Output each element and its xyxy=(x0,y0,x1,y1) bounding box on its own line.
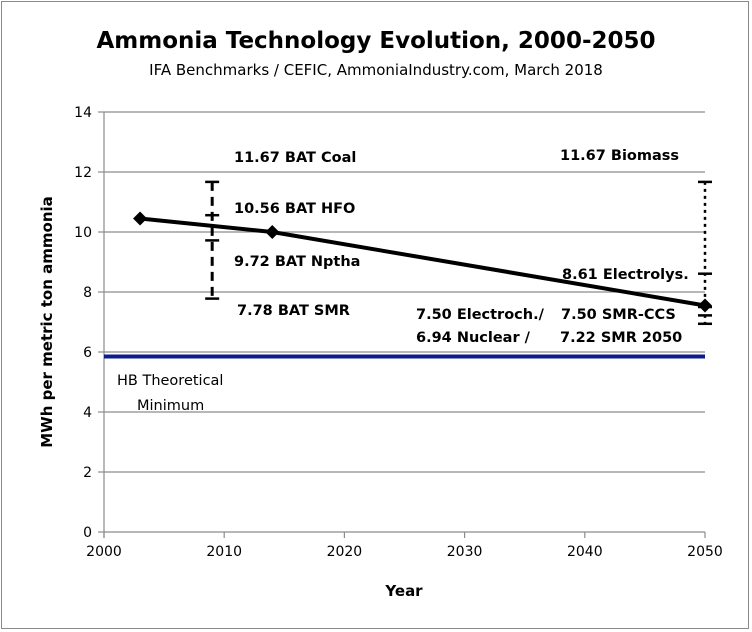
x-tick-label: 2040 xyxy=(567,544,603,560)
chart-title: Ammonia Technology Evolution, 2000-2050 xyxy=(96,28,656,54)
reference-label-line1: HB Theoretical xyxy=(117,373,223,389)
data-point-marker xyxy=(698,298,712,313)
x-tick-label: 2020 xyxy=(327,544,363,560)
y-tick-label: 0 xyxy=(83,525,92,541)
annotation-smr-ccs: 7.50 SMR-CCS xyxy=(561,307,676,323)
y-tick-label: 4 xyxy=(83,405,92,421)
x-axis-label: Year xyxy=(384,582,423,600)
annotation-bat-hfo: 10.56 BAT HFO xyxy=(234,201,355,217)
data-point-marker xyxy=(265,225,280,239)
annotation-nuclear: 6.94 Nuclear / xyxy=(416,330,531,346)
y-tick-label: 12 xyxy=(74,165,92,181)
annotation-biomass: 11.67 Biomass xyxy=(560,148,679,164)
reference-label-line2: Minimum xyxy=(137,398,204,414)
x-tick-label: 2050 xyxy=(687,544,723,560)
annotation-electroch: 7.50 Electroch./ xyxy=(416,307,545,323)
chart-subtitle: IFA Benchmarks / CEFIC, AmmoniaIndustry.… xyxy=(149,61,603,79)
x-tick-label: 2000 xyxy=(86,544,122,560)
annotation-smr-2050: 7.22 SMR 2050 xyxy=(560,330,682,346)
annotation-bat-coal: 11.67 BAT Coal xyxy=(234,150,356,166)
annotation-bat-nptha: 9.72 BAT Nptha xyxy=(234,254,360,270)
y-tick-label: 2 xyxy=(83,465,92,481)
x-tick-label: 2010 xyxy=(206,544,242,560)
y-tick-label: 10 xyxy=(74,225,92,241)
y-axis-label: MWh per metric ton ammonia xyxy=(38,196,56,448)
data-point-marker xyxy=(133,211,148,226)
y-tick-label: 14 xyxy=(74,105,92,121)
annotation-bat-smr: 7.78 BAT SMR xyxy=(237,303,350,319)
y-tick-label: 8 xyxy=(83,285,92,301)
annotation-electrolys: 8.61 Electrolys. xyxy=(562,267,689,283)
x-tick-label: 2030 xyxy=(447,544,483,560)
y-tick-label: 6 xyxy=(83,345,92,361)
